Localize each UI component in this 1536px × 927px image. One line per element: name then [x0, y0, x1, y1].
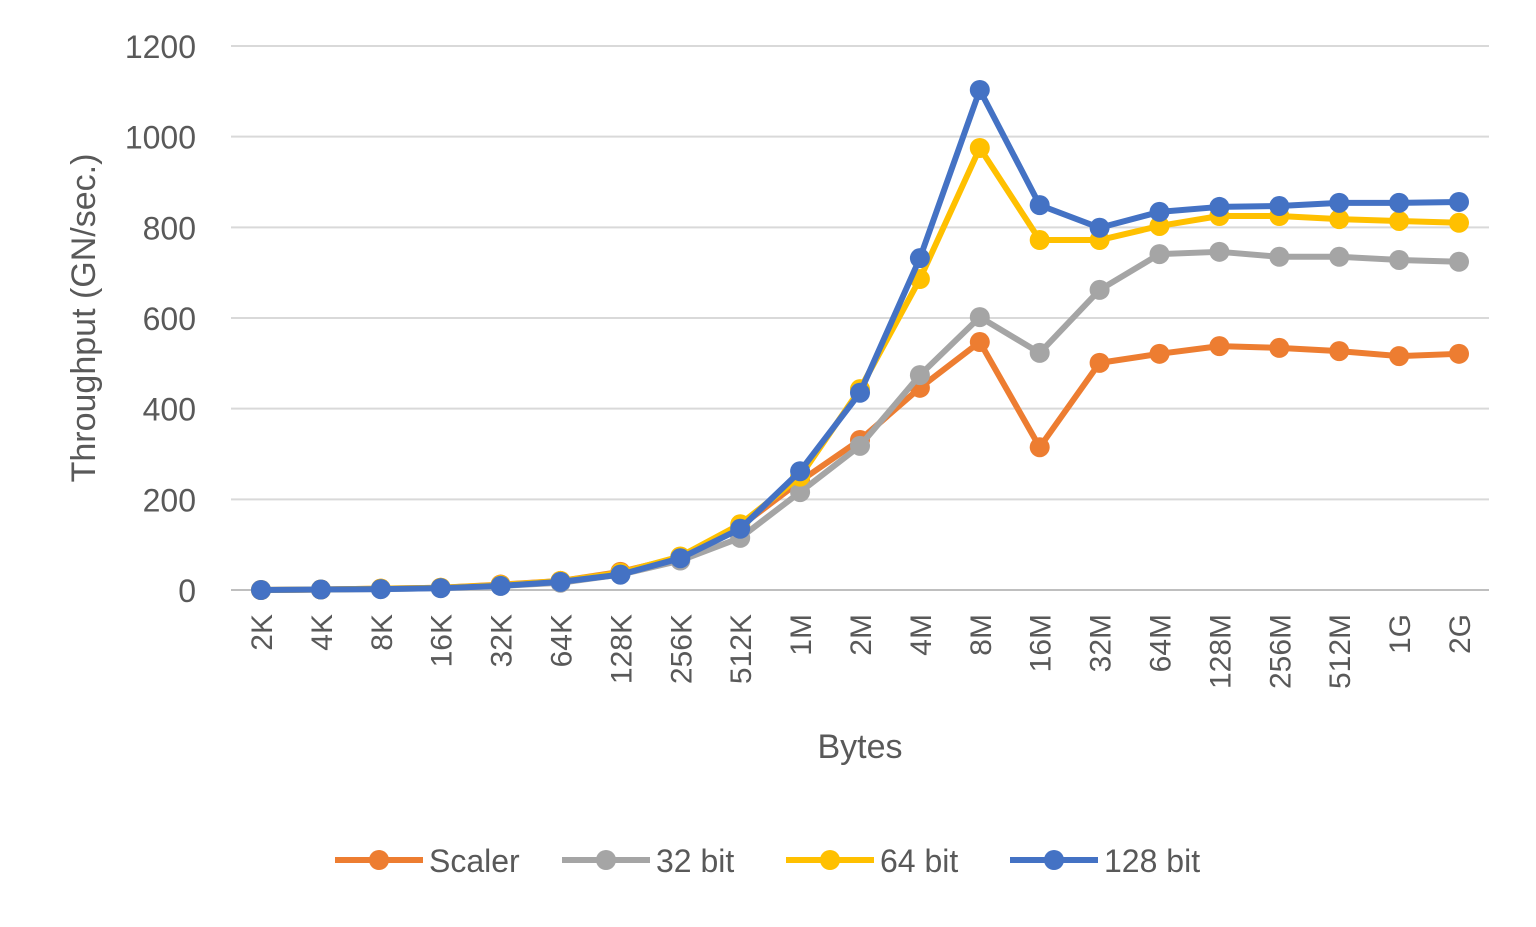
- data-point: [1089, 217, 1110, 238]
- x-tick-label: 16K: [426, 614, 459, 667]
- data-point: [1389, 192, 1410, 213]
- data-point: [790, 482, 811, 503]
- x-tick-label: 512K: [725, 614, 758, 684]
- data-point: [610, 564, 631, 585]
- x-tick-label: 2M: [845, 614, 878, 656]
- data-point: [1449, 191, 1469, 212]
- data-point: [1329, 341, 1350, 362]
- y-tick-label: 0: [178, 573, 196, 609]
- data-point: [850, 382, 870, 403]
- x-tick-label: 128M: [1204, 614, 1237, 689]
- data-point: [1209, 196, 1230, 217]
- y-tick-label: 200: [143, 482, 196, 518]
- data-point: [969, 307, 990, 328]
- x-tick-label: 512M: [1324, 614, 1357, 689]
- data-point: [1029, 342, 1050, 363]
- data-point: [969, 332, 990, 353]
- x-tick-label: 4K: [306, 614, 339, 651]
- data-point: [1149, 201, 1170, 222]
- data-point: [1209, 336, 1230, 357]
- data-point: [969, 138, 990, 158]
- y-tick-label: 600: [143, 301, 196, 337]
- data-point: [1269, 196, 1290, 217]
- data-point: [1149, 244, 1170, 265]
- data-point: [1209, 241, 1230, 262]
- series-128-bit: [251, 79, 1469, 600]
- series-line: [260, 248, 1460, 593]
- series-32-bit: [251, 241, 1469, 600]
- legend-marker: [369, 850, 389, 870]
- data-point: [1269, 337, 1290, 358]
- data-point: [1089, 352, 1110, 373]
- y-axis-label: Throughput (GN/sec.): [65, 154, 103, 483]
- data-point: [1329, 246, 1350, 267]
- legend-marker: [1044, 850, 1064, 870]
- y-tick-label: 400: [143, 392, 196, 428]
- legend-label: 32 bit: [656, 843, 734, 879]
- data-point: [1149, 343, 1170, 364]
- series-scaler: [251, 332, 1469, 600]
- data-point: [1329, 192, 1350, 213]
- legend-label: 64 bit: [880, 843, 958, 879]
- legend-item: 64 bit: [786, 843, 958, 879]
- data-point: [969, 79, 990, 100]
- data-point: [1449, 212, 1469, 233]
- legend-label: 128 bit: [1104, 843, 1200, 879]
- data-point: [1029, 195, 1050, 216]
- x-tick-label: 32M: [1085, 614, 1118, 672]
- legend-item: 128 bit: [1010, 843, 1200, 879]
- data-point: [1029, 230, 1050, 251]
- legend-label: Scaler: [429, 843, 520, 879]
- data-point: [251, 580, 271, 600]
- data-point: [1269, 246, 1290, 267]
- data-point: [1389, 249, 1410, 270]
- x-tick-label: 64K: [546, 614, 579, 667]
- x-tick-label: 64M: [1145, 614, 1178, 672]
- x-tick-label: 16M: [1025, 614, 1058, 672]
- data-point: [1149, 215, 1170, 236]
- x-tick-label: 1G: [1384, 614, 1417, 654]
- x-tick-label: 4M: [905, 614, 938, 656]
- data-point: [1449, 251, 1469, 272]
- x-tick-label: 2K: [246, 614, 279, 651]
- legend: Scaler 32 bit 64 bit 128 bit: [335, 843, 1200, 879]
- y-tick-label: 800: [143, 210, 196, 246]
- data-point: [1089, 279, 1110, 300]
- x-tick-label: 256K: [665, 614, 698, 684]
- x-tick-label: 128K: [605, 614, 638, 684]
- data-point: [430, 578, 451, 599]
- legend-item: Scaler: [335, 843, 520, 879]
- data-point: [909, 365, 930, 386]
- data-point: [1449, 343, 1469, 364]
- x-axis-label: Bytes: [817, 728, 902, 766]
- x-tick-label: 2G: [1444, 614, 1477, 654]
- data-point: [310, 579, 331, 600]
- data-point: [850, 435, 870, 456]
- x-tick-label: 256M: [1264, 614, 1297, 689]
- data-point: [909, 248, 930, 269]
- legend-marker: [820, 850, 840, 870]
- data-point: [1029, 437, 1050, 458]
- y-tick-label: 1200: [125, 29, 196, 65]
- y-tick-label: 1000: [125, 120, 196, 156]
- data-point: [790, 461, 811, 482]
- x-tick-label: 1M: [785, 614, 818, 656]
- data-point: [670, 548, 691, 569]
- data-point: [490, 575, 511, 596]
- legend-marker: [596, 850, 616, 870]
- data-point: [370, 579, 391, 600]
- data-point: [550, 571, 571, 592]
- x-tick-label: 8M: [965, 614, 998, 656]
- x-tick-label: 8K: [366, 614, 399, 651]
- legend-item: 32 bit: [562, 843, 734, 879]
- data-point: [730, 518, 751, 539]
- x-tick-label: 32K: [486, 614, 519, 667]
- data-point: [1329, 209, 1350, 230]
- data-point: [1389, 210, 1410, 231]
- data-point: [1389, 346, 1410, 367]
